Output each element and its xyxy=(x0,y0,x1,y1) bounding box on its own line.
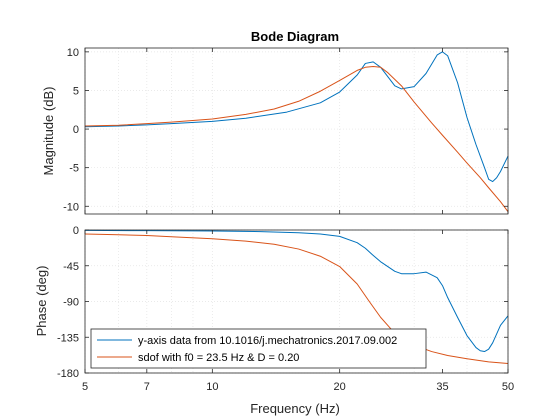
x-tick-label: 5 xyxy=(82,381,88,393)
chart-title: Bode Diagram xyxy=(251,29,339,44)
magnitude-ytick-label: 0 xyxy=(73,124,79,136)
magnitude-ylabel: Magnitude (dB) xyxy=(41,87,56,176)
legend-entry-series-0: y-axis data from 10.1016/j.mechatronics.… xyxy=(138,335,397,347)
x-axis-label: Frequency (Hz) xyxy=(250,401,340,416)
magnitude-ytick-label: -5 xyxy=(69,163,79,175)
phase-ylabel: Phase (deg) xyxy=(34,266,49,337)
phase-ytick-label: -135 xyxy=(57,332,79,344)
phase-ytick-label: -90 xyxy=(63,297,79,309)
magnitude-ytick-label: 10 xyxy=(67,47,79,59)
phase-ytick-label: 0 xyxy=(73,225,79,237)
magnitude-axes-background xyxy=(85,48,508,214)
magnitude-ytick-label: 5 xyxy=(73,85,79,97)
legend-entry-series-1: sdof with f0 = 23.5 Hz & D = 0.20 xyxy=(138,352,299,364)
phase-ytick-label: -180 xyxy=(57,368,79,380)
phase-ytick-label: -45 xyxy=(63,261,79,273)
x-tick-label: 50 xyxy=(502,381,514,393)
x-tick-label: 20 xyxy=(334,381,346,393)
x-tick-label: 10 xyxy=(206,381,218,393)
magnitude-panel: 10 5 0 -5 -10 Magnitude (dB) xyxy=(41,47,508,214)
x-tick-label: 35 xyxy=(436,381,448,393)
magnitude-ytick-label: -10 xyxy=(63,201,79,213)
x-tick-label: 7 xyxy=(144,381,150,393)
legend: y-axis data from 10.1016/j.mechatronics.… xyxy=(91,329,426,368)
